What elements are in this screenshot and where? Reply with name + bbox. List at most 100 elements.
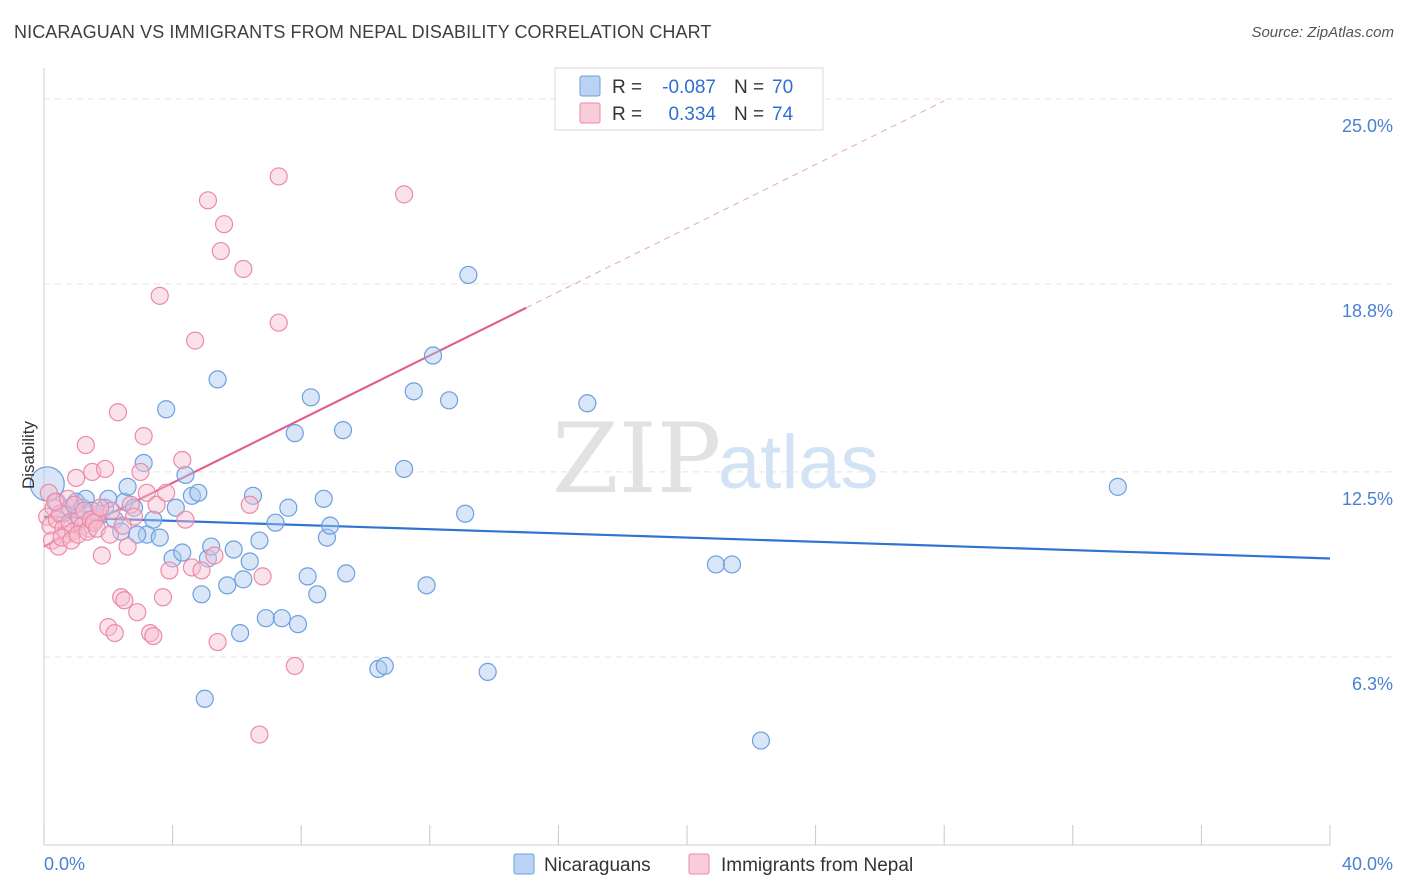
point-nepal [198,191,218,210]
legend-n-label-0: N = [734,77,764,98]
point-nepal [92,546,111,565]
point-nicaraguans [128,525,147,544]
point-nicaraguans [250,531,269,550]
source-credit: Source: ZipAtlas.com [1251,24,1394,41]
bottom-legend-nepal: Immigrants from Nepal [721,855,913,876]
point-nicaraguans [751,731,771,750]
point-nicaraguans [176,465,195,485]
trend-lines [43,100,1331,560]
point-nepal [253,567,272,586]
point-nicaraguans [333,421,353,440]
legend-r-label-0: R = [612,77,642,98]
legend: R = -0.087 N = 70 R = 0.334 N = 74 [554,67,824,131]
point-nicaraguans [394,459,414,479]
point-nicaraguans [459,265,478,285]
y-tick-label: 6.3% [1352,674,1393,694]
trend-line-nepal [43,306,527,548]
point-nepal [113,516,132,535]
y-tick-label: 18.8% [1342,301,1393,321]
point-nepal [115,591,134,610]
point-nepal [205,546,224,565]
point-nepal [153,588,173,607]
point-nepal [105,623,124,643]
x-tick-label: 40.0% [1342,854,1393,874]
legend-swatch-nepal [579,102,601,124]
point-nicaraguans [150,528,169,547]
point-nicaraguans [118,477,137,496]
point-nepal [108,403,128,422]
point-nicaraguans [417,576,436,595]
y-tick-labels: 6.3% 12.5% 18.8% 25.0% [1342,116,1393,694]
point-nepal [91,498,110,517]
x-tick-labels: 0.0% 40.0% [44,854,1393,874]
point-nepal [65,495,84,514]
point-nepal [160,561,179,580]
point-nicaraguans [163,549,182,568]
point-nepal [147,495,166,514]
watermark-zip: ZIP [552,403,721,515]
point-nicaraguans [298,567,317,586]
point-nicaraguans [279,498,298,517]
point-nicaraguans [337,564,356,583]
point-nepal [128,603,147,622]
watermark-atlas: atlas [718,420,879,505]
point-nicaraguans [189,483,208,502]
point-nicaraguans [192,585,211,604]
point-nicaraguans [173,543,192,562]
bottom-legend-swatch-nicaraguans [513,853,535,875]
point-nepal [208,632,227,652]
point-nepal [192,561,211,580]
point-nicaraguans [256,609,275,628]
point-nicaraguans [375,656,394,676]
point-nicaraguans [288,615,308,634]
point-nepal [240,495,259,514]
point-nicaraguans [478,662,497,681]
point-nepal [134,427,153,446]
point-nepal [214,215,234,234]
legend-n-value-0: 70 [772,77,793,98]
point-nicaraguans [234,570,253,589]
point-nicaraguans [423,346,443,365]
legend-n-value-1: 74 [772,104,794,125]
point-nicaraguans [301,388,320,407]
point-nepal [269,167,288,186]
point-nicaraguans [218,576,237,595]
point-nepal [81,510,100,529]
legend-r-label-1: R = [612,104,642,125]
point-nicaraguans [404,382,423,401]
bottom-legend-swatch-nepal [688,853,710,875]
point-nepal [157,483,176,502]
point-nepal [176,510,195,529]
point-nepal [250,725,269,744]
point-nepal [144,626,163,646]
point-nepal [150,286,169,305]
point-nicaraguans [208,370,227,389]
point-nicaraguans [308,585,327,604]
point-nepal [234,259,253,279]
legend-r-value-1: 0.334 [668,104,716,125]
point-nicaraguans [157,400,176,419]
legend-r-value-0: -0.087 [662,77,716,98]
chart-title: NICARAGUAN VS IMMIGRANTS FROM NEPAL DISA… [14,22,712,42]
point-nicaraguans [266,513,285,532]
legend-swatch-nicaraguans [579,75,601,97]
point-nicaraguans [240,552,259,571]
point-nepal [394,185,414,204]
point-nepal [76,435,95,455]
point-nepal [39,483,58,502]
axes [43,68,1331,846]
point-nepal [140,623,160,643]
point-nicaraguans [317,528,337,547]
x-tick-label: 0.0% [44,854,85,874]
point-nepal [173,450,192,470]
trend-line-nicaraguans [43,515,1331,560]
point-nicaraguans [314,489,333,508]
point-nepal [269,313,288,332]
point-nicaraguans [231,623,250,643]
point-nicaraguans [706,555,726,574]
watermark: ZIP atlas [552,403,879,515]
grid-lines [44,98,1394,658]
point-nicaraguans [456,504,475,523]
y-tick-label: 12.5% [1342,489,1393,509]
